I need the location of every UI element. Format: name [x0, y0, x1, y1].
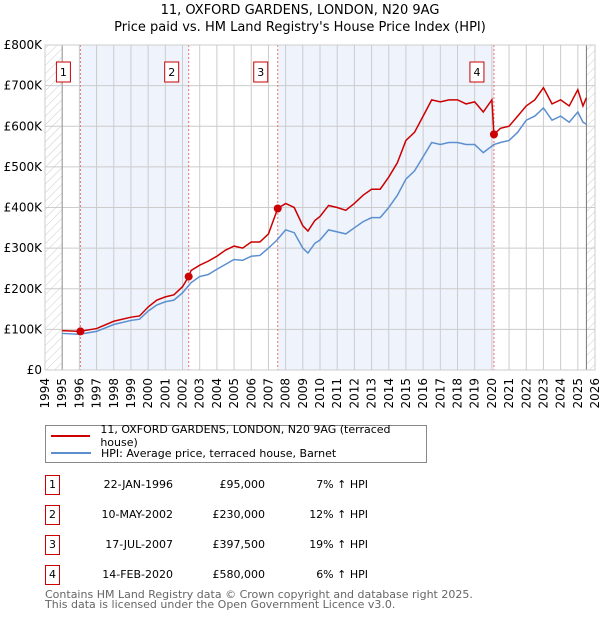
x-tick-label: 2000 [141, 378, 155, 409]
x-tick-label: 2008 [279, 378, 293, 409]
x-tick-label: 1994 [38, 378, 52, 409]
legend-label-hpi: HPI: Average price, terraced house, Barn… [101, 446, 337, 460]
marker-number: 4 [45, 565, 60, 585]
x-tick-label: 2024 [554, 378, 568, 409]
y-tick-label: £0 [27, 363, 42, 377]
x-tick-label: 2026 [588, 378, 600, 409]
sale-number-label: 2 [168, 66, 175, 79]
sale-price: £95,000 [219, 478, 266, 491]
chart-title: 11, OXFORD GARDENS, LONDON, N20 9AG [160, 3, 440, 18]
sale-point [184, 272, 193, 281]
x-tick-label: 2009 [296, 378, 310, 409]
y-tick-label: £100K [4, 322, 44, 336]
price-chart: 1994 1995 1996 1997 1998 1999 2000 2001 2002 2003… [4, 38, 600, 409]
legend-swatch-property [51, 435, 91, 437]
legend-swatch-hpi [51, 452, 91, 454]
x-tick-label: 2014 [382, 378, 396, 409]
chart-subtitle: Price paid vs. HM Land Registry's House … [114, 20, 486, 35]
x-tick-label: 2012 [347, 378, 361, 409]
transaction-row: 4 14-FEB-2020 £580,000 6% ↑ HPI [45, 565, 445, 585]
sale-date: 14-FEB-2020 [102, 568, 173, 581]
x-tick-label: 2025 [571, 378, 585, 409]
sale-price: £580,000 [212, 568, 266, 581]
y-tick-label: £400K [4, 201, 44, 215]
x-tick-label: 2005 [227, 378, 241, 409]
x-tick-label: 2003 [193, 378, 207, 409]
x-tick-label: 2013 [365, 378, 379, 409]
x-tick-label: 2006 [244, 378, 258, 409]
x-tick-label: 1997 [90, 378, 104, 409]
x-tick-label: 1996 [72, 378, 86, 409]
sale-point [273, 204, 282, 213]
hpi-change: 7% ↑ HPI [316, 478, 368, 491]
x-tick-label: 2004 [210, 378, 224, 409]
x-tick-label: 1995 [55, 378, 69, 409]
x-tick-label: 2010 [313, 378, 327, 409]
footer: Contains HM Land Registry data © Crown c… [45, 588, 473, 611]
sale-number-box [164, 61, 180, 83]
legend-item-hpi: HPI: Average price, terraced house, Barn… [46, 445, 336, 461]
legend-item-property: 11, OXFORD GARDENS, LONDON, N20 9AG (ter… [46, 423, 426, 449]
y-tick-label: £200K [4, 282, 44, 296]
legend: 11, OXFORD GARDENS, LONDON, N20 9AG (ter… [45, 423, 427, 463]
x-tick-label: 1999 [124, 378, 138, 409]
x-tick-label: 2011 [330, 378, 344, 409]
marker-number: 3 [45, 535, 60, 555]
sale-number-label: 1 [60, 66, 67, 79]
sale-number-box [469, 61, 485, 83]
x-tick-label: 2019 [468, 378, 482, 409]
hpi-line [62, 106, 587, 336]
sale-price: £397,500 [212, 538, 266, 551]
transaction-row: 2 10-MAY-2002 £230,000 12% ↑ HPI [45, 505, 445, 525]
y-tick-label: £300K [4, 241, 44, 255]
transaction-row: 1 22-JAN-1996 £95,000 7% ↑ HPI [45, 475, 445, 495]
x-tick-label: 2022 [519, 378, 533, 409]
marker-number: 2 [45, 505, 60, 525]
x-tick-label: 2001 [158, 378, 172, 409]
sale-date: 22-JAN-1996 [103, 478, 173, 491]
hpi-change: 19% ↑ HPI [309, 538, 368, 551]
sale-number-box [55, 61, 71, 83]
y-tick-label: £500K [4, 160, 44, 174]
transaction-row: 3 17-JUL-2007 £397,500 19% ↑ HPI [45, 535, 445, 555]
x-tick-label: 2007 [261, 378, 275, 409]
x-tick-label: 2023 [536, 378, 550, 409]
sale-point [76, 327, 85, 336]
x-tick-label: 2015 [399, 378, 413, 409]
y-tick-label: £800K [4, 38, 44, 52]
sale-number-label: 4 [473, 66, 480, 79]
x-tick-label: 2020 [485, 378, 499, 409]
x-tick-label: 2018 [451, 378, 465, 409]
footer-line-1: Contains HM Land Registry data © Crown c… [45, 588, 473, 601]
hpi-change: 12% ↑ HPI [309, 508, 368, 521]
sale-date: 17-JUL-2007 [105, 538, 173, 551]
sale-date: 10-MAY-2002 [101, 508, 173, 521]
marker-number: 1 [45, 475, 60, 495]
hpi-change: 6% ↑ HPI [316, 568, 368, 581]
x-tick-label: 2021 [502, 378, 516, 409]
sale-number-box [253, 61, 269, 83]
x-tick-label: 2002 [176, 378, 190, 409]
y-tick-label: £600K [4, 119, 44, 133]
property-price-line [62, 86, 588, 333]
legend-label-property: 11, OXFORD GARDENS, LONDON, N20 9AG (ter… [100, 423, 391, 449]
sale-number-label: 3 [257, 66, 264, 79]
plot-border [44, 44, 596, 371]
y-tick-label: £700K [4, 79, 44, 93]
x-tick-label: 2016 [416, 378, 430, 409]
footer-line-2: This data is licensed under the Open Gov… [45, 598, 396, 611]
sale-point [489, 130, 498, 139]
x-tick-label: 2017 [433, 378, 447, 409]
sale-price: £230,000 [212, 508, 266, 521]
x-tick-label: 1998 [107, 378, 121, 409]
